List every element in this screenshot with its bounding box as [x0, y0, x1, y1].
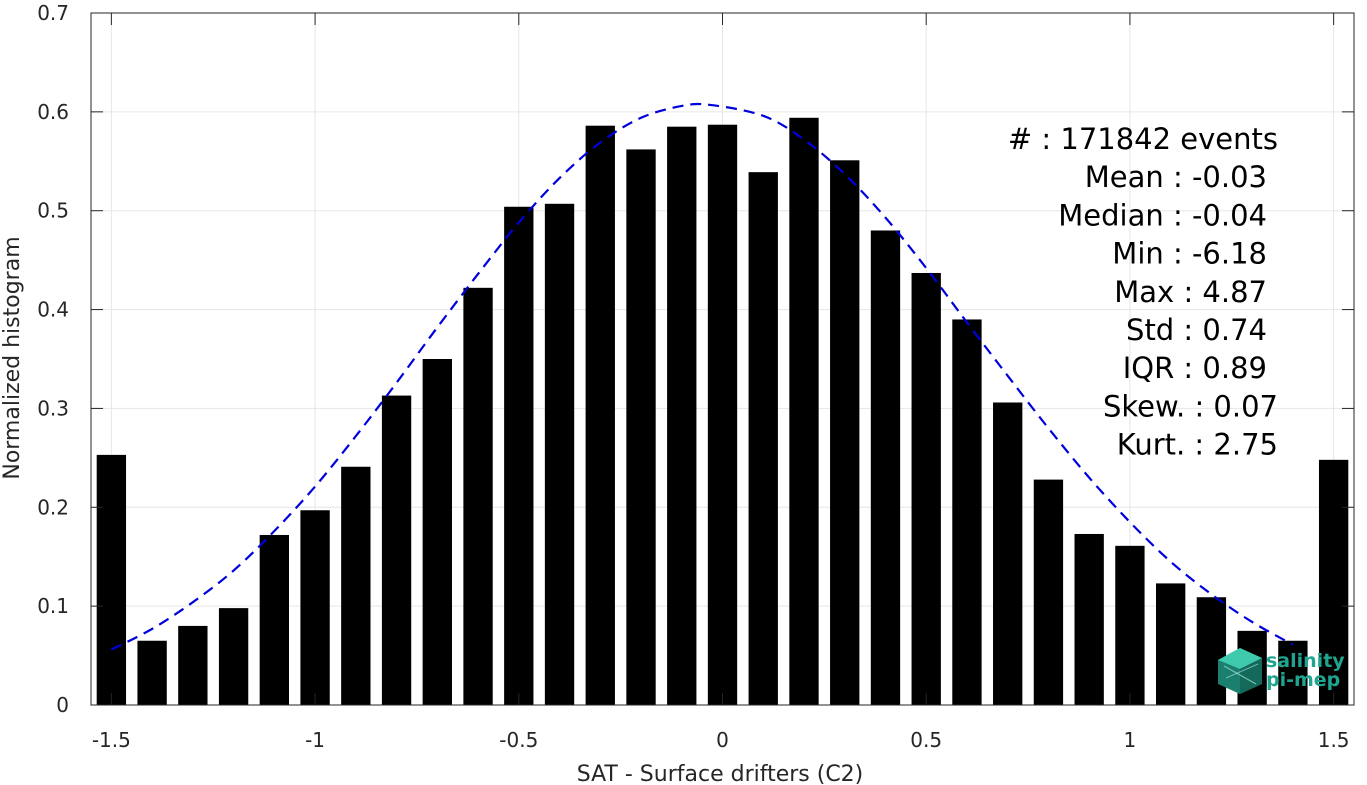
fit-curve-group: [110, 102, 1294, 651]
histogram-bar: [1196, 597, 1227, 705]
histogram-bar: [870, 230, 901, 705]
stat-line: # : 171842 events: [1008, 122, 1278, 156]
histogram-bar: [137, 640, 167, 705]
salinity-pimep-logo: salinity pi-mep: [1218, 648, 1345, 694]
histogram-bar: [585, 125, 615, 705]
logo-text-line1: salinity: [1266, 650, 1345, 672]
histogram-bar: [341, 466, 371, 705]
histogram-bar: [218, 608, 249, 705]
histogram-bar: [259, 534, 290, 705]
stat-line: Kurt. : 2.75: [1117, 428, 1278, 462]
stat-line: IQR : 0.89: [1123, 351, 1267, 385]
x-axis-label: SAT - Surface drifters (C2): [577, 762, 864, 785]
histogram-bar: [1318, 459, 1349, 705]
x-tick-label: 1: [1124, 728, 1137, 752]
x-tick-labels: -1.5 -1 -0.5 0 0.5 1 1.5: [92, 728, 1350, 752]
y-tick-label: 0.6: [37, 100, 69, 124]
histogram-bar: [1155, 583, 1186, 705]
y-tick-label: 0.7: [37, 1, 69, 25]
stat-line: Mean : -0.03: [1085, 160, 1267, 194]
y-tick-label: 0: [56, 693, 69, 717]
tick-marks: [91, 12, 1354, 706]
x-tick-label: 0: [716, 728, 729, 752]
histogram-bar: [626, 149, 656, 705]
x-tick-label: -0.5: [499, 728, 538, 752]
histogram-bar: [300, 510, 330, 705]
stat-line: Median : -0.04: [1058, 198, 1267, 232]
histogram-bar: [667, 126, 697, 705]
histogram-bar: [422, 359, 452, 705]
x-tick-label: -1.5: [92, 728, 131, 752]
y-tick-label: 0.2: [37, 495, 69, 519]
stat-line: Max : 4.87: [1114, 275, 1267, 309]
histogram-bar: [1278, 640, 1308, 705]
stat-line: Skew. : 0.07: [1103, 389, 1278, 423]
fit-curve-line: [110, 102, 1294, 651]
histogram-bar: [96, 454, 127, 705]
stat-line: Std : 0.74: [1126, 313, 1267, 347]
histogram-bar: [504, 206, 534, 705]
histogram-bar: [789, 117, 819, 705]
histogram-bar: [381, 395, 412, 705]
histogram-bar: [748, 172, 778, 705]
x-tick-label: 0.5: [910, 728, 942, 752]
stat-line: Min : -6.18: [1112, 237, 1267, 271]
y-axis-label: Normalized histogram: [0, 236, 25, 479]
stats-annotation: # : 171842 events Mean : -0.03 Median : -0…: [1008, 122, 1278, 462]
histogram-bar: [1115, 545, 1145, 705]
y-tick-label: 0.4: [37, 298, 69, 322]
histogram-bar: [1074, 533, 1104, 705]
bar-group: [96, 117, 1349, 706]
logo-text-line2: pi-mep: [1266, 669, 1340, 691]
histogram-bar: [952, 319, 982, 705]
histogram-bar: [544, 203, 575, 705]
x-tick-label: -1: [305, 728, 325, 752]
histogram-bar: [463, 287, 493, 705]
y-tick-label: 0.5: [37, 199, 69, 223]
histogram-bar: [830, 160, 860, 706]
histogram-bar: [178, 625, 208, 705]
y-tick-label: 0.3: [37, 396, 69, 420]
histogram-bar: [993, 402, 1023, 705]
histogram-bar: [707, 124, 738, 706]
logo-cube-icon: [1218, 648, 1262, 694]
histogram-bar: [1033, 479, 1064, 705]
y-tick-labels: 0 0.1 0.2 0.3 0.4 0.5 0.6 0.7: [37, 1, 69, 717]
histogram-bar: [911, 272, 941, 705]
y-tick-label: 0.1: [37, 594, 69, 618]
x-tick-label: 1.5: [1318, 728, 1350, 752]
